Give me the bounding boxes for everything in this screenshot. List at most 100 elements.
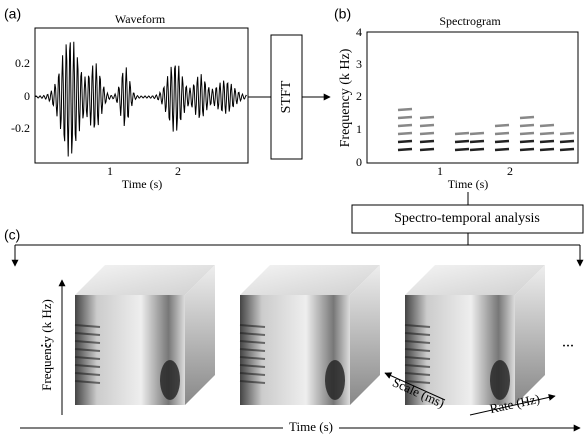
spec-streak [559, 131, 575, 136]
cube-stripe [74, 348, 101, 352]
spec-streak [519, 115, 535, 120]
arrow [384, 372, 446, 401]
cubes [74, 265, 545, 405]
cube-side [350, 265, 380, 405]
cube-stripe [404, 380, 431, 384]
spec-streak [469, 131, 485, 136]
x-tick-label: 2 [507, 164, 513, 178]
spec-streak [494, 131, 510, 136]
y-tick-label: -0.2 [11, 121, 30, 135]
x-axis-label: Time (s) [448, 177, 489, 191]
cube-stripe [74, 364, 101, 368]
y-tick-label: 4 [356, 25, 362, 39]
spec-streak [519, 139, 535, 144]
x-axis-label: Time (s) [122, 177, 163, 191]
cube-stripe [404, 364, 431, 368]
spec-streak [397, 115, 413, 120]
cube-stripe [74, 380, 101, 384]
spec-streak [419, 123, 435, 128]
spec-streak [454, 147, 470, 152]
spec-streak [454, 139, 470, 144]
cube-stripe [404, 324, 431, 328]
cube-stripe [239, 332, 266, 336]
y-tick-label: 0 [24, 89, 30, 103]
spec-streak [397, 139, 413, 144]
spec-streak [559, 139, 575, 144]
spec-streak [469, 147, 485, 152]
stft-label: STFT [279, 80, 294, 113]
cube-stripe [404, 356, 431, 360]
spec-streak [519, 147, 535, 152]
plot-frame [34, 27, 249, 164]
cube-stripe [74, 332, 101, 336]
spec-streak [539, 147, 555, 152]
y-tick-label: 0 [356, 155, 362, 169]
x-tick-label: 1 [107, 164, 113, 178]
spec-streak [494, 147, 510, 152]
spec-streak [519, 123, 535, 128]
spec-streak [397, 123, 413, 128]
ellipsis: ... [562, 334, 574, 351]
spec-streak [539, 123, 555, 128]
spec-streak [539, 139, 555, 144]
label-bg [283, 420, 339, 436]
spec-streak [559, 147, 575, 152]
cube-stripe [404, 340, 431, 344]
cube-top [75, 265, 215, 295]
spec-streak [419, 115, 435, 120]
spec-streak [519, 131, 535, 136]
x-tick-label: 1 [437, 164, 443, 178]
cube-stripe [239, 340, 266, 344]
cube-side [185, 265, 215, 405]
axis-label: Time (s) [289, 419, 333, 434]
plot-frame [366, 31, 579, 164]
y-tick-label: 0.2 [15, 56, 30, 70]
spec-streak [419, 147, 435, 152]
cube-stripe [74, 340, 101, 344]
arrow [469, 393, 556, 416]
spec-streak [469, 139, 485, 144]
analysis-label: Spectro-temporal analysis [394, 211, 540, 226]
cube-side [515, 265, 545, 405]
spectrogram [397, 107, 575, 152]
cube-stripe [239, 364, 266, 368]
spec-streak [397, 131, 413, 136]
cube-stripe [239, 356, 266, 360]
spec-streak [397, 107, 413, 112]
panel-label: (c) [4, 227, 20, 243]
spec-streak [494, 123, 510, 128]
plot-title: Spectrogram [439, 14, 501, 28]
x-tick-label: 2 [175, 164, 181, 178]
plot-title: Waveform [115, 12, 166, 26]
cube-stripe [404, 372, 431, 376]
cube-blob [325, 360, 345, 400]
cube-stripe [239, 372, 266, 376]
cube-stripe [239, 348, 266, 352]
axis-label: Frequency (k Hz) [39, 299, 54, 391]
panel-label: (a) [4, 6, 21, 22]
spec-streak [419, 139, 435, 144]
y-axis-label: Frequency (k Hz) [338, 48, 353, 147]
cube-blob [490, 360, 510, 400]
y-tick-label: 2 [356, 89, 362, 103]
cube-stripe [74, 372, 101, 376]
cube-stripe [404, 332, 431, 336]
spec-streak [419, 131, 435, 136]
cube-top [240, 265, 380, 295]
cube-stripe [239, 324, 266, 328]
spec-streak [494, 139, 510, 144]
waveform [35, 41, 247, 157]
cube-stripe [74, 356, 101, 360]
cube-stripe [404, 348, 431, 352]
y-tick-label: 1 [356, 122, 362, 136]
y-tick-label: 3 [356, 57, 362, 71]
cube-stripe [74, 324, 101, 328]
cube-stripe [239, 380, 266, 384]
spec-streak [397, 147, 413, 152]
spec-streak [454, 131, 470, 136]
ellipsis: ... [40, 334, 52, 351]
cube-blob [160, 360, 180, 400]
panel-label: (b) [334, 6, 351, 22]
spec-streak [539, 131, 555, 136]
